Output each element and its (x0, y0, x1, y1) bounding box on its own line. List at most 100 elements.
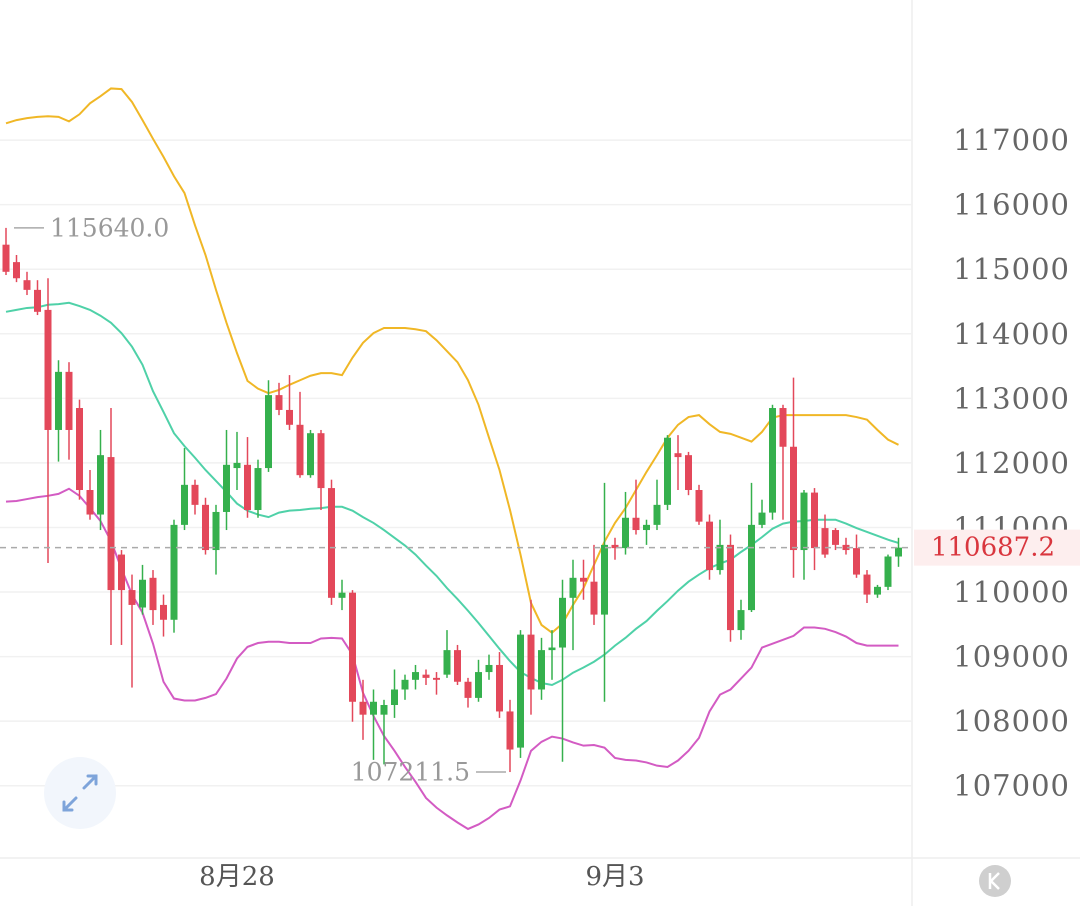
candle-body (475, 672, 482, 698)
candle-body (559, 597, 566, 648)
candle-body (317, 433, 325, 489)
candle-body (86, 490, 94, 515)
candle-body (286, 409, 293, 425)
candle-body (895, 547, 902, 557)
band-line (5, 301, 899, 687)
x-tick-label: 8月28 (199, 862, 275, 892)
candle-body (13, 262, 20, 279)
candle-body (758, 512, 766, 525)
candle-body (674, 453, 682, 458)
candle-body (265, 395, 272, 469)
candle-body (370, 701, 377, 715)
candle-body (601, 544, 608, 615)
candle-body (874, 586, 881, 595)
high-marker-label: 115640.0 (50, 213, 169, 242)
band-line (5, 487, 899, 831)
candle-body (695, 490, 703, 522)
k-icon[interactable] (988, 872, 1000, 890)
x-tick-label: 9月3 (585, 862, 644, 892)
candle-body (34, 289, 41, 312)
candle-body (65, 371, 73, 430)
candles (2, 227, 902, 773)
y-tick-label: 113000 (953, 381, 1070, 415)
bollinger-bands (5, 87, 899, 831)
candle-body (664, 437, 671, 505)
candle-body (443, 650, 451, 675)
candle-body (853, 548, 860, 575)
candle-body (842, 544, 850, 551)
y-tick-label: 109000 (953, 640, 1070, 674)
candle-body (769, 408, 776, 513)
candle-body (160, 604, 167, 620)
k-button-bg[interactable] (979, 865, 1011, 897)
last-price-label: 110687.2 (931, 533, 1055, 563)
y-tick-label: 116000 (953, 188, 1070, 222)
y-tick-label: 110000 (953, 575, 1070, 609)
candle-body (611, 544, 619, 549)
candle-body (338, 592, 346, 598)
candle-body (244, 464, 251, 511)
candle-body (275, 395, 283, 410)
expand-button[interactable] (44, 757, 116, 829)
candle-body (23, 280, 31, 290)
candle-body (422, 674, 430, 678)
candle-body (223, 464, 230, 512)
band-line (5, 87, 899, 634)
candle-body (254, 468, 262, 511)
candle-body (748, 524, 755, 611)
low-marker-label: 107211.5 (351, 758, 470, 787)
candle-body (716, 544, 724, 571)
candle-body (454, 650, 461, 682)
candle-body (653, 504, 661, 525)
labels: 1070001080001090001100001110001120001130… (0, 123, 1080, 892)
candle-body (496, 664, 503, 712)
candle-body (433, 677, 440, 680)
candle-body (706, 521, 713, 571)
candle-body (401, 679, 409, 690)
candle-body (590, 581, 598, 615)
candle-body (55, 371, 62, 430)
candle-body (727, 544, 734, 631)
y-tick-label: 108000 (953, 704, 1070, 738)
candle-body (202, 504, 209, 551)
y-tick-label: 112000 (953, 446, 1070, 480)
candle-body (307, 433, 314, 476)
candle-body (863, 574, 871, 595)
candle-body (44, 309, 52, 430)
candle-body (328, 488, 335, 598)
candle-body (737, 610, 745, 631)
candle-body (538, 650, 545, 690)
candle-body (506, 711, 514, 750)
candle-body (118, 554, 125, 591)
candle-body (412, 672, 419, 680)
candle-body (139, 579, 146, 608)
expand-icon[interactable] (62, 774, 98, 812)
candle-body (622, 517, 629, 549)
candle-body (548, 647, 556, 651)
candle-body (485, 664, 493, 673)
expand-button-bg[interactable] (44, 757, 116, 829)
last-price-tag (914, 529, 1080, 566)
candle-body (349, 592, 356, 702)
candle-body (359, 701, 367, 715)
candle-body (233, 462, 241, 469)
candle-body (884, 556, 892, 587)
candle-body (464, 681, 472, 698)
candle-body (2, 244, 10, 272)
candle-body (128, 590, 136, 605)
k-button[interactable] (979, 865, 1011, 897)
y-tick-label: 114000 (953, 317, 1070, 351)
candle-body (380, 704, 388, 715)
candle-body (643, 524, 650, 531)
candle-body (149, 577, 157, 611)
candle-body (800, 492, 808, 551)
candle-body (811, 492, 818, 549)
candle-body (170, 524, 178, 620)
candle-body (296, 424, 304, 476)
candle-body (191, 484, 199, 505)
y-tick-label: 117000 (953, 123, 1070, 157)
candle-body (391, 689, 398, 705)
candle-body (632, 517, 640, 531)
